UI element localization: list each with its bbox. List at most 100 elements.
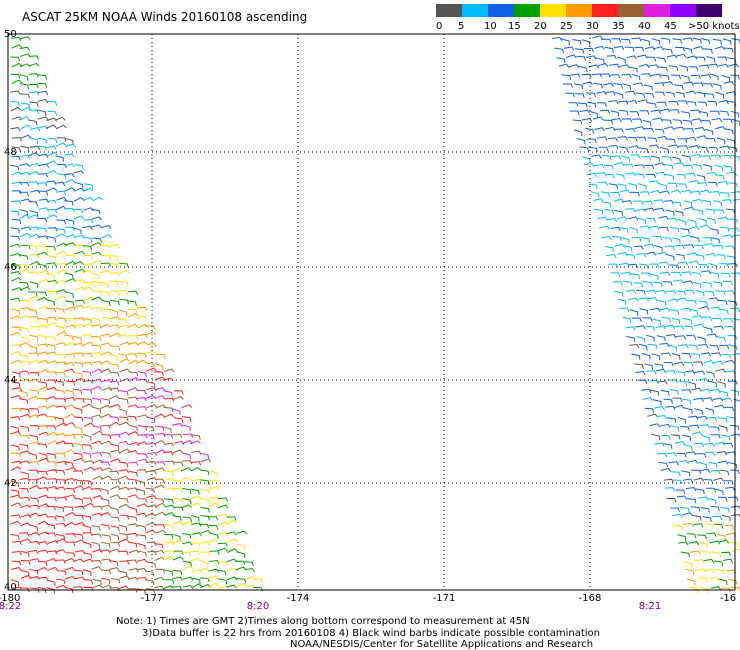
wind-barb bbox=[683, 244, 695, 249]
wind-barb bbox=[92, 495, 103, 500]
wind-barb bbox=[128, 541, 138, 548]
legend-label: 10 bbox=[484, 21, 497, 32]
wind-barb bbox=[137, 341, 148, 346]
wind-barb bbox=[699, 541, 709, 549]
wind-barb bbox=[38, 405, 49, 410]
wind-barb bbox=[28, 352, 40, 357]
wind-barb bbox=[20, 134, 32, 139]
wind-barb bbox=[10, 494, 21, 499]
wind-barb bbox=[728, 227, 740, 232]
wind-barb bbox=[693, 397, 704, 402]
wind-barb bbox=[594, 208, 604, 215]
wind-barb bbox=[91, 541, 101, 549]
wind-barb bbox=[627, 136, 638, 142]
wind-barb bbox=[19, 268, 30, 273]
wind-barb bbox=[55, 342, 67, 347]
wind-barb bbox=[45, 145, 57, 150]
wind-barb bbox=[101, 558, 112, 563]
wind-barb bbox=[182, 560, 192, 567]
wind-barb bbox=[727, 579, 738, 585]
wind-barb bbox=[218, 514, 229, 519]
legend-swatch bbox=[436, 4, 462, 17]
wind-barb bbox=[697, 101, 708, 107]
wind-barb bbox=[692, 163, 702, 170]
wind-barb bbox=[164, 504, 175, 509]
wind-barb bbox=[45, 124, 57, 129]
wind-barb bbox=[716, 533, 726, 541]
wind-barb bbox=[678, 541, 689, 546]
wind-barb bbox=[100, 475, 112, 481]
wind-barb bbox=[621, 271, 632, 276]
wind-barb bbox=[118, 469, 130, 474]
legend-swatch bbox=[696, 4, 722, 17]
wind-barb bbox=[82, 558, 93, 563]
wind-barb bbox=[731, 353, 740, 356]
wind-barb bbox=[110, 541, 120, 547]
wind-barb bbox=[82, 269, 94, 274]
wind-barb bbox=[118, 353, 128, 360]
wind-barb bbox=[56, 228, 66, 234]
wind-barb bbox=[64, 187, 76, 192]
wind-barb bbox=[146, 367, 157, 372]
legend-colorbar bbox=[436, 4, 722, 17]
wind-barb bbox=[101, 440, 112, 445]
wind-barb bbox=[73, 215, 85, 220]
wind-barb bbox=[612, 281, 623, 286]
wind-barb bbox=[110, 525, 120, 532]
wind-barb bbox=[656, 415, 667, 420]
wind-barb bbox=[29, 434, 39, 441]
wind-barb bbox=[700, 352, 712, 357]
wind-barb bbox=[563, 46, 575, 51]
wind-barb bbox=[155, 432, 166, 438]
lat-label: 42 bbox=[4, 478, 17, 489]
wind-barb bbox=[646, 296, 658, 302]
lat-label: 40 bbox=[4, 582, 17, 593]
wind-barb bbox=[191, 434, 201, 440]
wind-barb bbox=[99, 323, 111, 329]
wind-barb bbox=[83, 578, 94, 585]
wind-barb bbox=[128, 312, 139, 318]
wind-barb bbox=[55, 205, 67, 211]
wind-barb bbox=[127, 532, 138, 537]
wind-barb bbox=[686, 136, 697, 142]
wind-barb bbox=[29, 162, 40, 167]
wind-barb bbox=[54, 233, 66, 238]
wind-barb bbox=[710, 306, 721, 311]
wind-barb bbox=[19, 477, 31, 483]
wind-barb bbox=[660, 74, 670, 81]
wind-barb bbox=[726, 569, 737, 575]
wind-barb bbox=[110, 533, 120, 541]
wind-barb bbox=[608, 263, 619, 268]
wind-barb bbox=[684, 289, 695, 295]
wind-barb bbox=[697, 336, 706, 343]
wind-barb bbox=[587, 101, 597, 108]
wind-barb bbox=[676, 495, 688, 500]
wind-barb bbox=[700, 507, 710, 513]
wind-barb bbox=[191, 583, 203, 589]
wind-barb bbox=[118, 570, 128, 577]
wind-barb bbox=[697, 182, 708, 187]
wind-barb bbox=[136, 503, 148, 508]
wind-barb bbox=[591, 73, 603, 78]
wind-barb bbox=[74, 576, 86, 581]
wind-barb bbox=[683, 361, 694, 367]
wind-barb bbox=[697, 377, 709, 383]
wind-barb bbox=[109, 559, 119, 566]
wind-barb bbox=[691, 431, 703, 436]
wind-barb bbox=[10, 271, 22, 276]
wind-barb bbox=[725, 208, 736, 215]
wind-barb bbox=[641, 38, 651, 46]
legend-label: 45 bbox=[664, 21, 677, 32]
wind-barb bbox=[634, 126, 645, 131]
wind-barb bbox=[651, 433, 661, 441]
wind-barb bbox=[581, 73, 592, 79]
wind-barb bbox=[617, 56, 626, 64]
wind-barb bbox=[11, 44, 23, 49]
wind-barb bbox=[702, 199, 712, 206]
wind-barb bbox=[36, 296, 48, 302]
wind-barb bbox=[173, 497, 183, 504]
wind-barb bbox=[199, 541, 210, 546]
wind-barb bbox=[101, 387, 113, 392]
wind-barb bbox=[117, 318, 128, 324]
wind-barb bbox=[703, 523, 714, 528]
